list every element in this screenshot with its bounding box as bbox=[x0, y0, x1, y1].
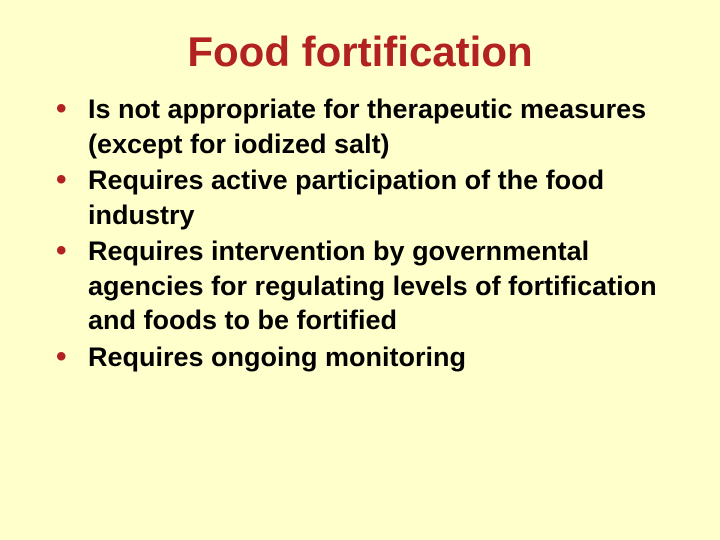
list-item: Requires intervention by governmental ag… bbox=[50, 234, 670, 338]
slide: Food fortification Is not appropriate fo… bbox=[0, 0, 720, 540]
list-item: Is not appropriate for therapeutic measu… bbox=[50, 92, 670, 161]
list-item: Requires active participation of the foo… bbox=[50, 163, 670, 232]
bullet-list: Is not appropriate for therapeutic measu… bbox=[50, 92, 670, 374]
list-item: Requires ongoing monitoring bbox=[50, 340, 670, 375]
slide-title: Food fortification bbox=[50, 28, 670, 76]
